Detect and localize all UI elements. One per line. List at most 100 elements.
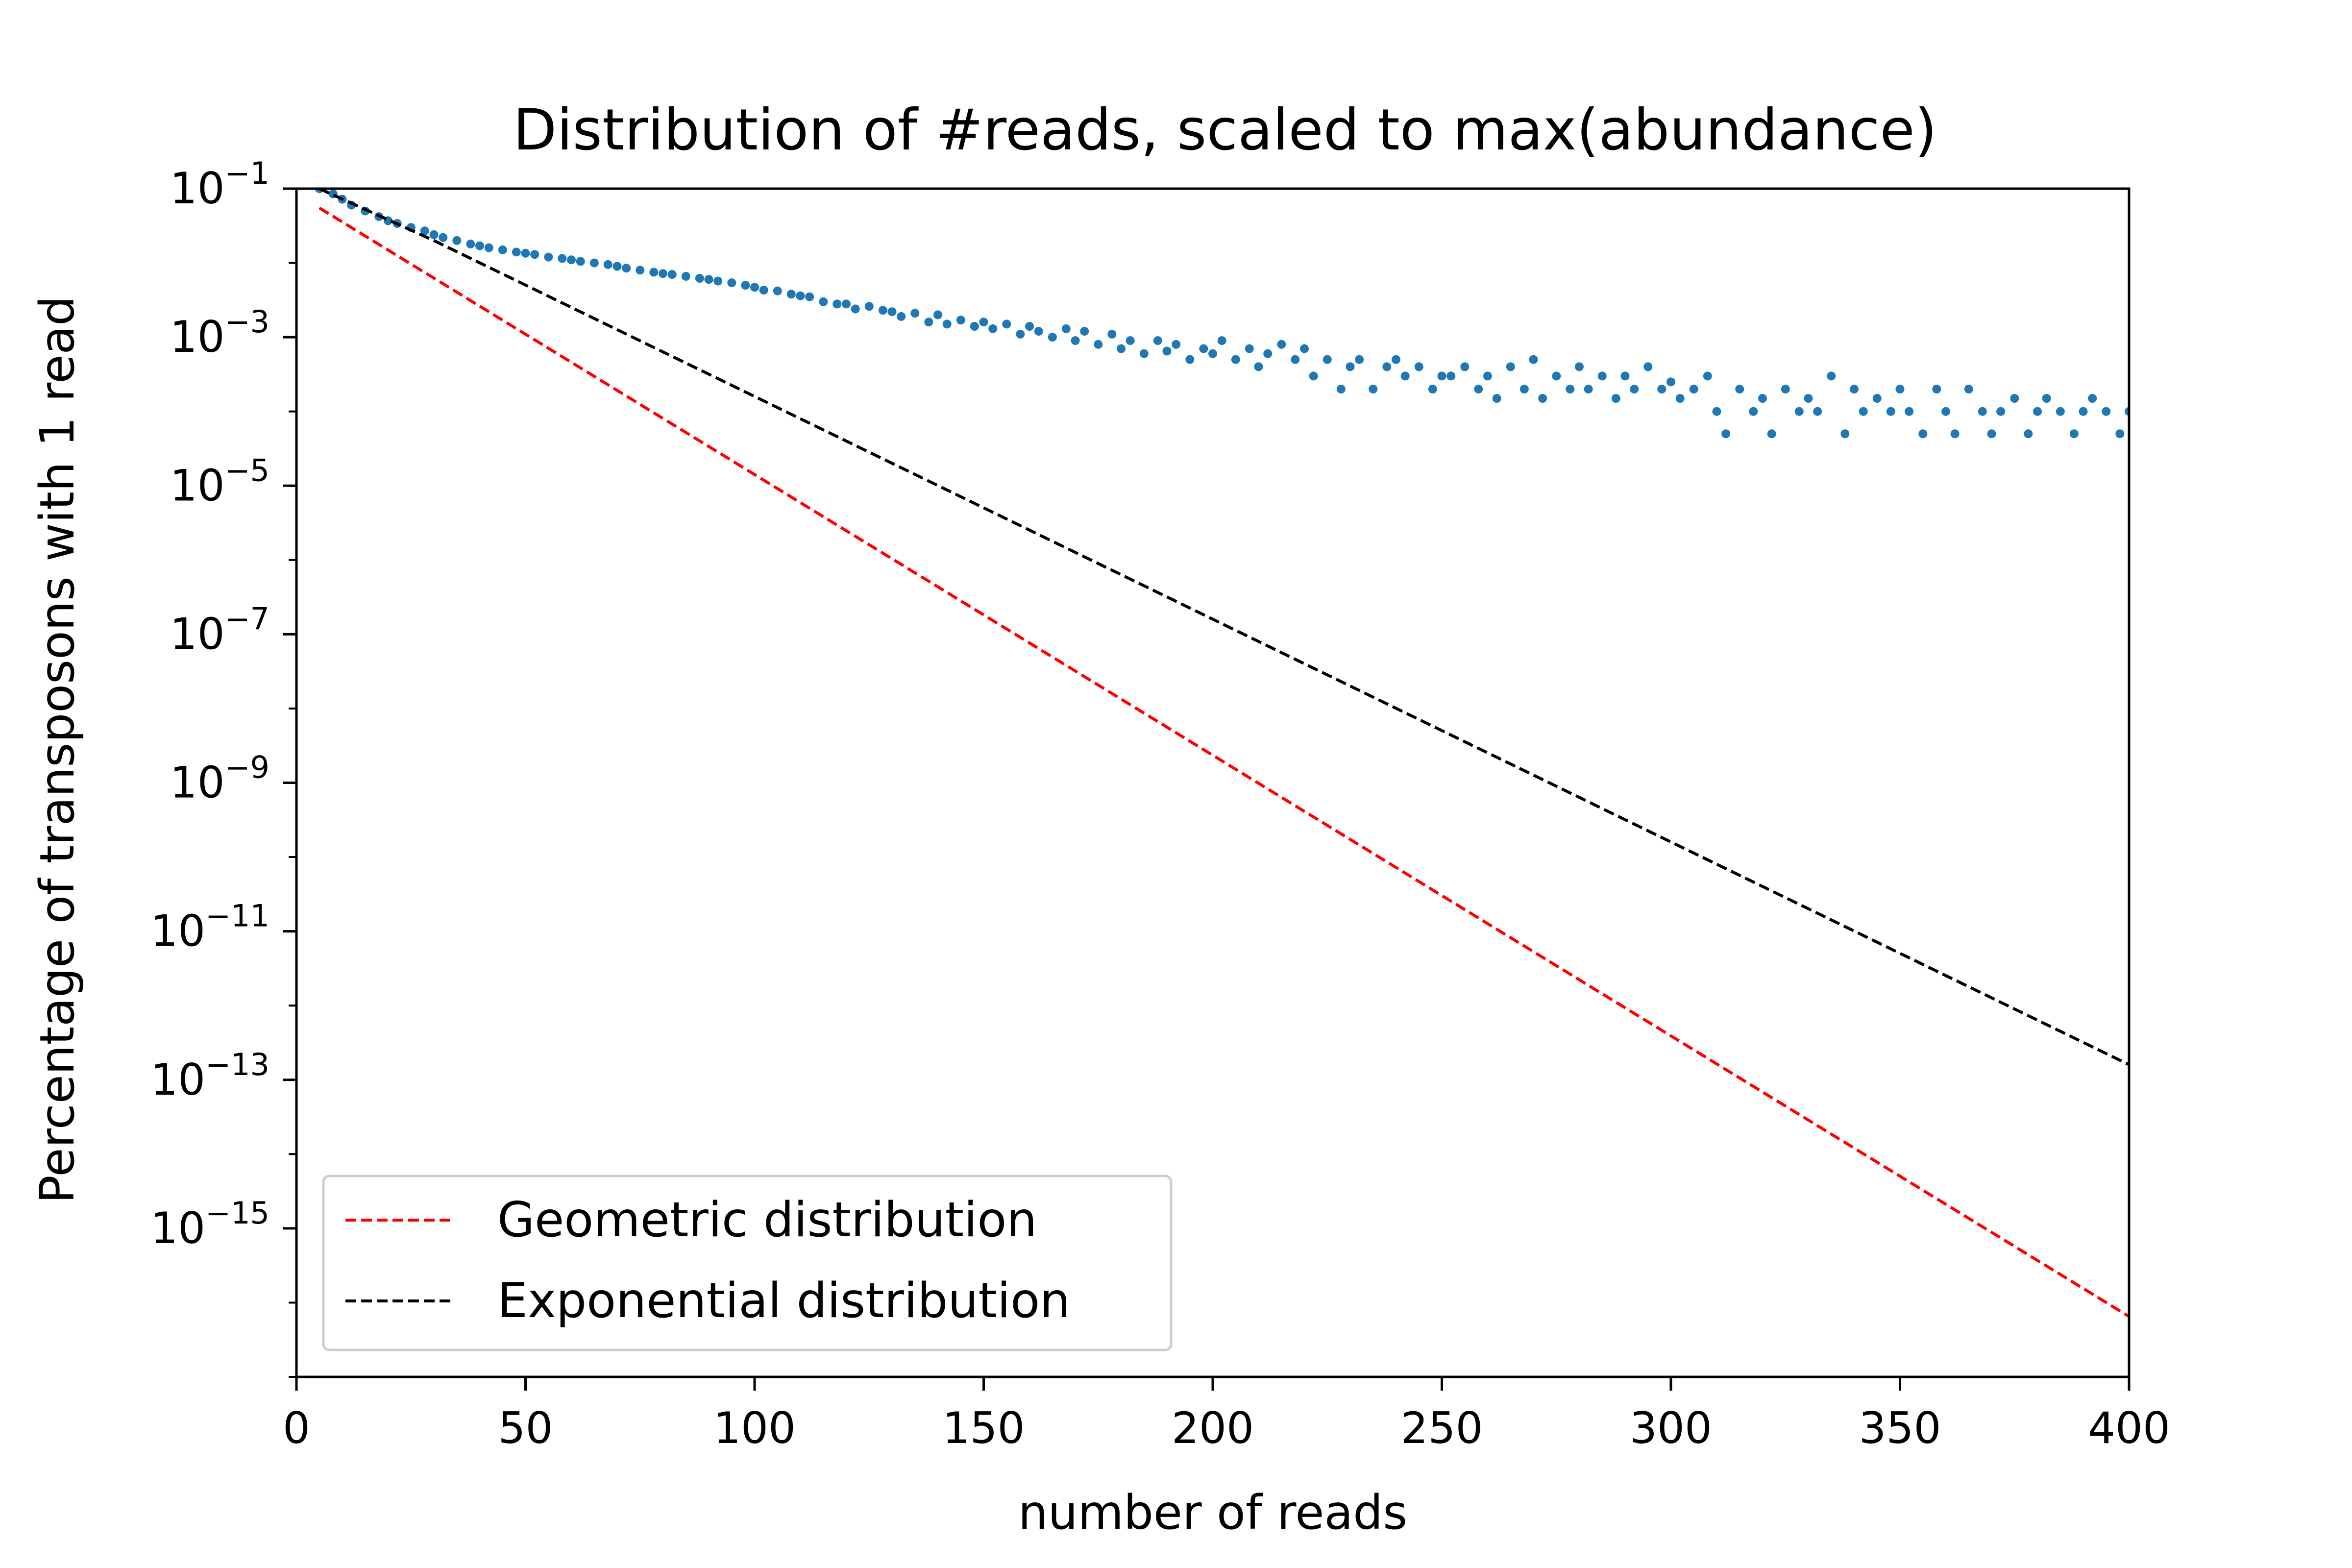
scatter-point — [1460, 362, 1470, 371]
scatter-point — [1414, 362, 1423, 371]
geometric-distribution-line — [318, 206, 2129, 1318]
scatter-point — [544, 252, 553, 262]
x-tick-label: 100 — [713, 1403, 796, 1453]
x-tick-label: 250 — [1401, 1403, 1483, 1453]
chart-title: Distribution of #reads, scaled to max(ab… — [513, 97, 1937, 163]
scatter-point — [576, 257, 585, 266]
y-tick-label: 10−3 — [170, 304, 270, 362]
scatter-point — [429, 230, 439, 239]
scatter-point — [1895, 385, 1905, 394]
scatter-point — [878, 306, 887, 315]
scatter-point — [1336, 385, 1346, 394]
scatter-point — [649, 268, 659, 277]
scatter-point — [521, 248, 530, 258]
legend-label-exponential: Exponential distribution — [497, 1273, 1070, 1329]
scatter-point — [805, 292, 814, 301]
scatter-point — [1245, 344, 1254, 353]
scatter-point — [1034, 327, 1043, 336]
scatter-point — [622, 264, 631, 273]
x-tick-label: 300 — [1630, 1403, 1712, 1453]
scatter-point — [512, 247, 521, 257]
scatter-point — [1094, 340, 1103, 349]
scatter-point — [1392, 355, 1400, 364]
scatter-point — [1978, 407, 1987, 416]
scatter-point — [1597, 371, 1607, 381]
scatter-point — [452, 236, 462, 245]
scatter-point — [842, 299, 851, 309]
x-tick-label: 200 — [1172, 1403, 1254, 1453]
scatter-point — [1519, 385, 1529, 394]
scatter-point — [1850, 385, 1859, 394]
scatter-point — [1529, 355, 1538, 364]
scatter-point — [1369, 385, 1378, 394]
y-tick-label: 10−9 — [170, 750, 270, 808]
scatter-point — [1689, 385, 1698, 394]
scatter-point — [1630, 385, 1639, 394]
x-tick-label: 0 — [283, 1403, 310, 1453]
scatter-point — [567, 255, 576, 265]
scatter-point — [1666, 377, 1675, 387]
scatter-point — [1382, 362, 1392, 371]
scatter-point — [1400, 371, 1410, 381]
x-tick-label: 150 — [943, 1403, 1025, 1453]
scatter-point — [1657, 385, 1666, 394]
scatter-point — [1996, 407, 2006, 416]
x-tick-label: 50 — [498, 1403, 553, 1453]
scatter-point — [1483, 371, 1492, 381]
scatter-point — [1932, 385, 1941, 394]
scatter-point — [1080, 327, 1089, 336]
scatter-point — [833, 299, 842, 309]
y-tick-label: 10−1 — [170, 155, 270, 214]
scatter-point — [1620, 371, 1630, 381]
scatter-point — [1016, 329, 1025, 339]
scatter-point — [1566, 385, 1575, 394]
scatter-point — [1309, 371, 1318, 381]
scatter-point — [1918, 429, 1928, 439]
scatter-point — [1153, 336, 1162, 345]
x-axis-ticks: 0 50 100 150 200 250 300 350 400 — [283, 1377, 2170, 1453]
scatter-point — [2056, 407, 2065, 416]
scatter-point — [1987, 429, 1996, 439]
scatter-point — [612, 262, 622, 271]
scatter-point — [819, 297, 828, 306]
scatter-point — [1254, 362, 1263, 371]
scatter-point — [420, 226, 429, 236]
scatter-point — [1185, 355, 1195, 364]
scatter-point — [1139, 349, 1149, 358]
scatter-point — [498, 245, 507, 254]
scatter-point — [589, 258, 599, 268]
scatter-point — [897, 312, 906, 321]
y-tick-label: 10−7 — [170, 601, 270, 659]
series-layer — [315, 189, 2129, 1318]
scatter-point — [956, 316, 965, 325]
scatter-point — [1117, 344, 1126, 353]
scatter-point — [1675, 394, 1685, 403]
scatter-point — [1208, 349, 1217, 358]
scatter-point — [695, 274, 704, 283]
scatter-point — [603, 260, 612, 269]
scatter-series — [315, 189, 2129, 439]
legend-box — [322, 1175, 1173, 1351]
scatter-point — [1474, 385, 1483, 394]
scatter-point — [942, 319, 952, 329]
scatter-point — [1941, 407, 1950, 416]
y-tick-label: 10−11 — [150, 898, 270, 956]
scatter-point — [796, 291, 805, 300]
scatter-point — [1323, 355, 1332, 364]
scatter-point — [1703, 371, 1712, 381]
scatter-point — [1172, 340, 1181, 349]
scatter-point — [2024, 429, 2033, 439]
y-tick-label: 10−13 — [150, 1047, 270, 1105]
scatter-point — [681, 271, 690, 281]
scatter-point — [636, 266, 645, 275]
scatter-point — [979, 318, 988, 327]
scatter-point — [1827, 371, 1836, 381]
scatter-point — [1840, 429, 1850, 439]
scatter-point — [1048, 333, 1057, 342]
scatter-point — [1437, 371, 1446, 381]
scatter-point — [727, 278, 736, 288]
scatter-point — [1712, 407, 1721, 416]
scatter-point — [1886, 407, 1895, 416]
scatter-point — [773, 286, 782, 295]
